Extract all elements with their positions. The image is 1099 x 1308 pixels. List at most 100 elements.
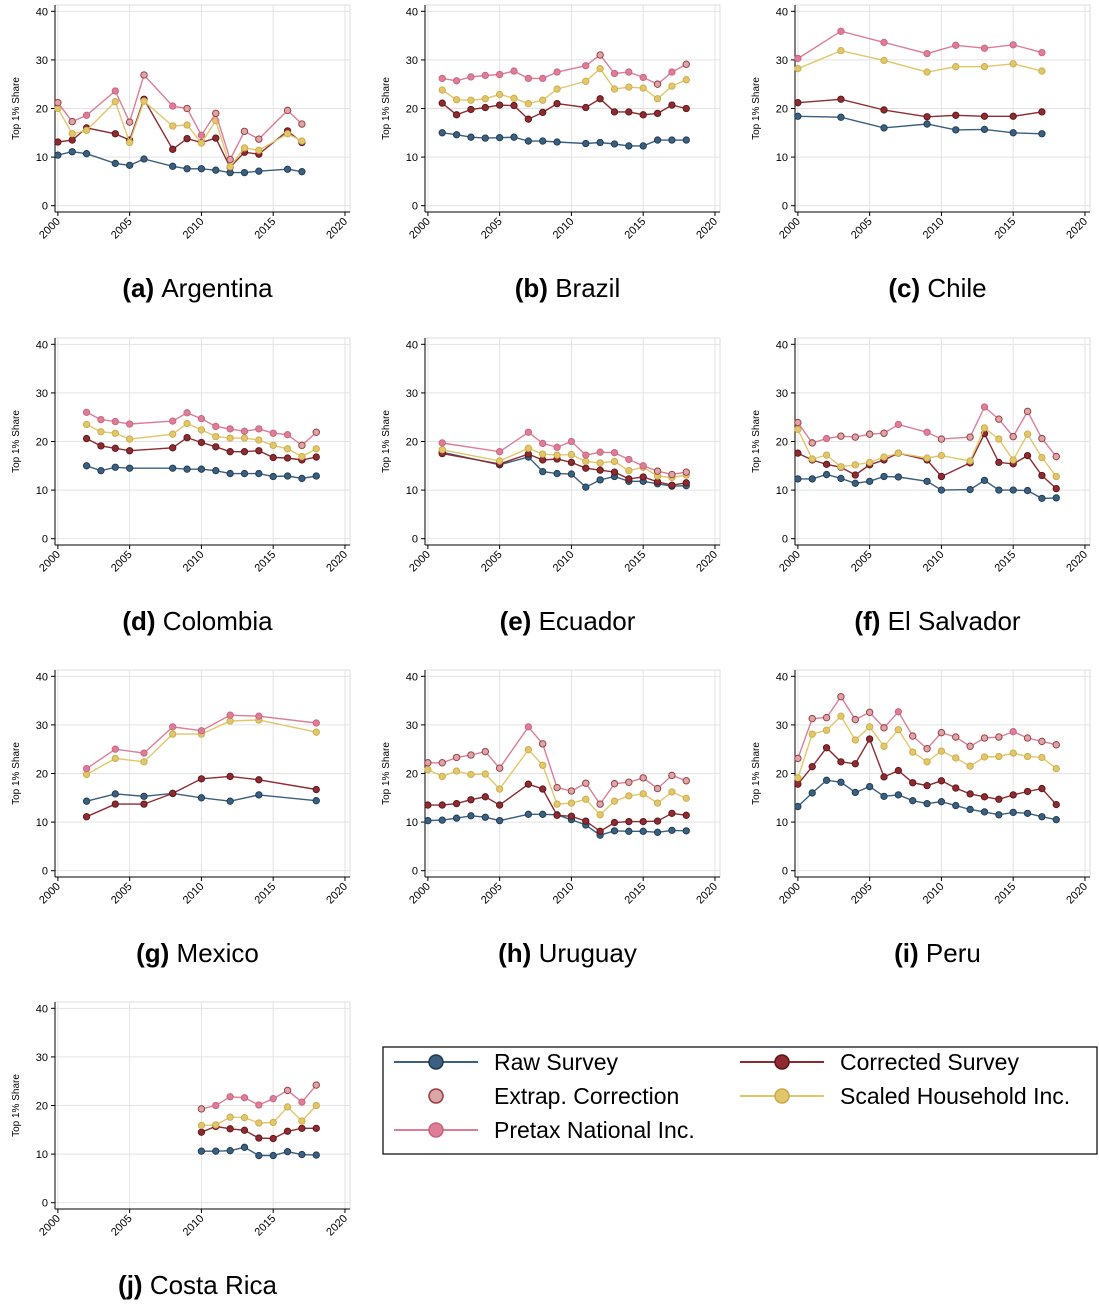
legend-marker [774,1054,790,1070]
data-point [111,130,119,138]
data-point [140,758,148,766]
data-point [82,813,91,821]
data-point [539,450,547,458]
data-point [865,723,874,731]
legend-box [382,1046,1098,1155]
y-tick-label: 30 [776,55,788,67]
x-tick-label: 2015 [253,1213,279,1239]
data-point [97,467,105,475]
data-point [1009,112,1017,120]
data-point [212,467,220,475]
data-point [639,827,647,835]
series-line [441,67,687,105]
data-point [668,788,676,796]
data-point [1052,484,1060,493]
data-point [255,146,263,154]
y-tick-label: 40 [36,6,48,18]
x-tick-label: 2005 [849,216,875,242]
panel-caption: (c) Chile [888,273,986,303]
data-point [894,791,903,799]
x-tick-label: 2010 [551,881,577,907]
y-tick-label: 0 [782,866,788,878]
data-point [183,104,191,113]
data-point [111,417,119,426]
data-point [582,62,590,70]
data-point [596,95,604,103]
data-point [539,74,547,83]
data-point [596,800,604,808]
x-tick-label: 2000 [407,216,433,242]
x-tick-label: 2020 [324,881,350,907]
data-point [125,435,134,443]
data-point [240,127,249,135]
x-tick-label: 2020 [1064,549,1090,575]
data-point [553,783,561,792]
data-point [68,130,76,138]
data-point [197,1128,206,1136]
data-point [794,112,802,120]
panel-letter: (c) [888,273,920,303]
data-point [510,101,518,110]
data-point [837,432,845,440]
data-point [952,126,960,134]
data-point [510,94,518,102]
space [531,606,538,636]
data-point [424,765,432,774]
y-tick-label: 30 [36,55,48,67]
data-point [197,1147,206,1155]
data-point [1038,108,1046,116]
y-axis-label: Top 1% Share [751,410,762,473]
data-point [510,67,518,75]
data-point [82,462,91,470]
data-point [837,95,845,103]
data-point [312,785,320,794]
data-point [567,470,576,478]
data-point [837,113,845,121]
data-point [283,1086,292,1095]
data-point [653,828,662,836]
data-point [894,449,903,457]
panel-title: Peru [926,938,981,968]
data-point [923,454,931,462]
data-point [1052,472,1060,481]
data-point [865,782,874,791]
y-tick-label: 10 [36,485,48,497]
data-point [794,475,802,483]
y-tick-label: 0 [42,866,48,878]
y-tick-label: 10 [36,152,48,164]
data-point [183,121,191,129]
data-point [610,457,619,466]
data-point [481,813,489,821]
data-point [837,27,845,35]
data-point [923,799,931,808]
data-point [682,811,690,819]
data-point [952,111,960,119]
data-point [140,800,148,808]
x-tick-label: 2005 [109,881,135,907]
data-point [539,108,547,117]
data-point [524,428,533,436]
data-point [125,464,134,472]
data-point [923,68,931,76]
y-axis-label: Top 1% Share [751,742,762,805]
data-point [197,1121,206,1130]
data-point [610,780,619,788]
panel-caption: (f) El Salvador [854,606,1021,636]
x-tick-label: 2015 [993,881,1019,907]
data-point [822,726,831,734]
data-point [980,403,989,411]
data-point [495,801,504,809]
data-point [1009,41,1017,49]
series-line [86,719,317,776]
data-point [495,785,504,793]
data-point [610,818,619,827]
y-tick-label: 20 [406,437,418,449]
data-point [539,137,547,145]
data-point [269,453,277,462]
y-axis-label: Top 1% Share [381,77,392,140]
data-point [495,90,504,99]
data-point [539,740,547,748]
data-point [639,84,647,92]
data-point [68,136,76,144]
data-point [553,99,561,108]
